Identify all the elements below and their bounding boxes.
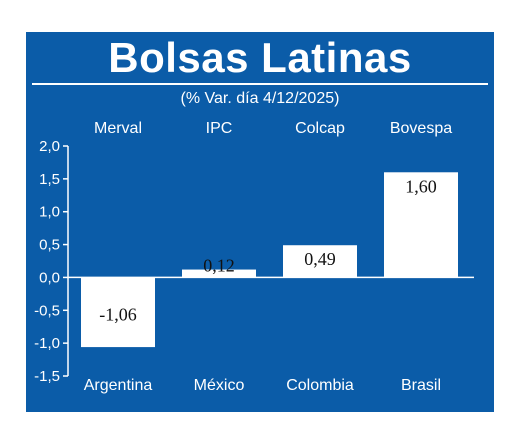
x-category-label: Brasil	[401, 377, 441, 394]
y-tick-label: 0,5	[39, 237, 60, 254]
x-category-label: Argentina	[84, 377, 153, 394]
y-tick-label: -0,5	[34, 302, 60, 319]
y-tick-label: -1,5	[34, 368, 60, 385]
y-tick-label: 2,0	[39, 138, 60, 155]
chart-title: Bolsas Latinas	[108, 34, 412, 81]
index-label: Bovespa	[390, 120, 452, 137]
bar-value-label: 1,60	[405, 176, 437, 196]
y-tick-label: 0,0	[39, 269, 60, 286]
bar-value-label: 0,49	[304, 249, 336, 269]
chart-subtitle: (% Var. día 4/12/2025)	[180, 90, 340, 107]
bar-value-label: -1,06	[99, 304, 137, 324]
bar-value-label: 0,12	[203, 256, 235, 276]
index-label: IPC	[206, 120, 233, 137]
bar	[81, 277, 155, 348]
x-category-label: Colombia	[286, 377, 354, 394]
y-tick-label: 1,5	[39, 171, 60, 188]
bar	[283, 245, 357, 278]
x-category-label: México	[194, 377, 245, 394]
y-tick-label: -1,0	[34, 335, 60, 352]
index-label: Merval	[94, 120, 142, 137]
title-divider	[32, 83, 488, 85]
y-tick-label: 1,0	[39, 204, 60, 221]
index-label: Colcap	[295, 120, 345, 137]
bar	[182, 269, 256, 278]
bar	[384, 172, 458, 278]
